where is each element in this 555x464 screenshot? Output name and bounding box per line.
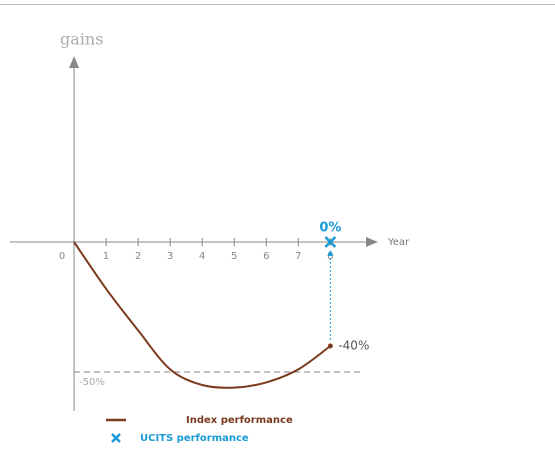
connector-arrow	[327, 250, 334, 256]
line	[73, 241, 331, 389]
x-tick-label: 4	[199, 251, 205, 262]
x-tick-label: 5	[231, 251, 237, 262]
data-label: 0%	[319, 221, 341, 236]
x-tick-label: 8	[327, 251, 333, 262]
end-point	[327, 343, 333, 349]
x-marker	[324, 236, 337, 248]
y-axis-arrow	[69, 56, 80, 68]
reference-label: -50%	[79, 377, 105, 388]
x-tick-label: 2	[135, 251, 141, 262]
x-axis-arrow	[366, 237, 378, 247]
x-tick-label: 6	[263, 251, 269, 262]
legend-swatch	[111, 433, 121, 443]
x-tick-label: 7	[295, 251, 301, 262]
x-tick-label: 3	[167, 251, 173, 262]
data-label: -40%	[338, 339, 369, 353]
x-tick-label: 1	[103, 251, 109, 262]
x-tick-label: 0	[59, 251, 65, 262]
legend-label: UCITS performance	[140, 433, 249, 444]
x-axis-label: Year	[387, 237, 410, 248]
y-axis-label: gains	[60, 30, 103, 49]
legend-label: Index performance	[186, 415, 293, 426]
